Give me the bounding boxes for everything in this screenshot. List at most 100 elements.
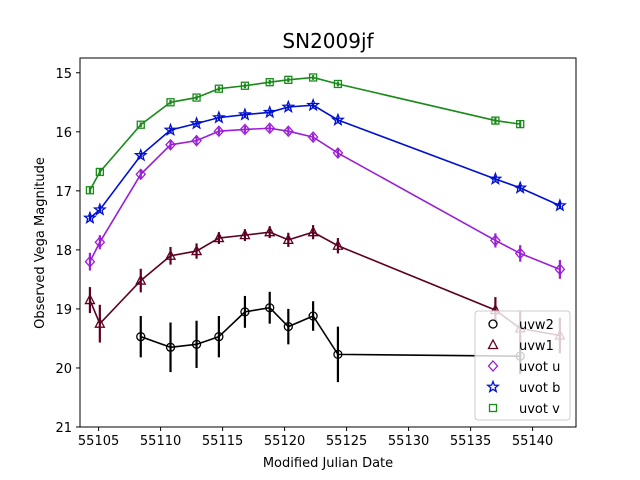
data-point <box>240 81 250 90</box>
series-line <box>140 306 521 357</box>
data-point <box>283 321 293 332</box>
y-tick-label: 19 <box>55 303 72 318</box>
data-point <box>191 134 202 147</box>
data-point <box>308 311 318 321</box>
legend-item: uvw1 <box>487 338 554 354</box>
legend-label: uvw1 <box>519 339 554 354</box>
legend-box <box>474 310 571 421</box>
legend-item: uvw2 <box>488 318 554 333</box>
series-line <box>89 104 561 219</box>
data-point <box>262 104 277 119</box>
series-uvot-u <box>84 122 566 279</box>
legend-marker <box>488 403 498 413</box>
data-point <box>84 293 96 305</box>
y-tick-label: 17 <box>55 185 72 200</box>
data-point <box>213 231 225 243</box>
plot-area <box>82 73 567 383</box>
axes: 55105 55110 55115 55120 55125 55130 55135 55140… <box>55 57 577 449</box>
y-axis-label: Observed Vega Magnitude <box>33 157 48 329</box>
x-tick-label: 55105 <box>78 434 119 449</box>
data-point <box>330 112 345 126</box>
data-point <box>165 342 176 352</box>
series-uvw1 <box>84 225 566 354</box>
data-point <box>491 116 500 125</box>
x-tick-label: 55115 <box>202 434 243 449</box>
x-tick-label: 55130 <box>388 434 429 449</box>
data-point <box>165 138 176 151</box>
data-point <box>306 97 321 112</box>
data-point <box>264 225 276 237</box>
data-point <box>84 255 96 268</box>
data-point <box>516 119 525 129</box>
data-point <box>94 236 106 249</box>
data-point <box>166 98 175 107</box>
data-point <box>192 93 201 102</box>
data-point <box>240 307 250 317</box>
legend-marker <box>488 319 498 329</box>
data-point <box>163 122 178 136</box>
data-point <box>136 332 146 342</box>
data-point <box>95 167 104 177</box>
data-point <box>282 233 294 244</box>
legend-item: uvot u <box>487 360 560 375</box>
data-point <box>514 247 526 260</box>
legend-label: uvot v <box>519 402 560 417</box>
chart-title: SN2009jf <box>282 29 374 53</box>
series-uvw2 <box>136 291 525 383</box>
legend-marker <box>487 360 499 372</box>
legend-label: uvw2 <box>519 318 554 333</box>
data-point <box>82 210 97 224</box>
data-point <box>333 79 343 89</box>
legend-label: uvot u <box>519 360 560 375</box>
y-tick-label: 18 <box>55 244 72 259</box>
data-point <box>490 234 501 247</box>
series-uvot-b <box>82 97 567 224</box>
y-tick-label: 21 <box>55 421 72 436</box>
data-point <box>332 239 344 250</box>
data-point <box>213 125 225 138</box>
data-point <box>554 263 566 276</box>
data-point <box>214 332 224 342</box>
x-tick-label: 55125 <box>326 434 367 449</box>
data-point <box>513 180 528 194</box>
data-point <box>284 75 293 84</box>
data-point <box>308 73 318 82</box>
data-point <box>239 228 251 240</box>
data-point <box>307 225 319 237</box>
legend-item: uvot v <box>488 402 560 417</box>
x-tick-label: 55140 <box>512 434 553 449</box>
y-tick-label: 15 <box>55 67 72 82</box>
data-point <box>85 186 95 195</box>
data-point <box>265 78 274 87</box>
data-point <box>136 120 145 129</box>
legend-marker <box>485 379 501 393</box>
plot-frame <box>79 57 577 428</box>
data-point <box>332 147 344 160</box>
legend-label: uvot b <box>519 381 560 396</box>
data-point <box>189 116 204 130</box>
data-point <box>237 107 252 121</box>
data-point <box>488 171 503 185</box>
legend-item: uvot b <box>485 379 560 396</box>
data-point <box>552 198 567 212</box>
data-point <box>333 349 343 360</box>
data-point <box>133 148 148 162</box>
data-point <box>265 303 275 313</box>
data-point <box>190 244 203 256</box>
data-point <box>281 99 296 113</box>
x-axis-label: Modified Julian Date <box>263 456 393 471</box>
data-point <box>94 317 106 328</box>
data-point <box>307 131 319 144</box>
data-point <box>92 202 107 216</box>
y-tick-label: 20 <box>55 362 72 377</box>
series-line <box>89 127 561 271</box>
legend-marker <box>487 338 499 350</box>
data-point <box>135 168 147 181</box>
data-point <box>191 339 202 349</box>
data-point <box>135 274 147 285</box>
y-tick-label: 16 <box>55 126 72 141</box>
x-tick-label: 55120 <box>264 434 305 449</box>
x-tick-label: 55135 <box>450 434 491 449</box>
data-point <box>264 122 276 135</box>
